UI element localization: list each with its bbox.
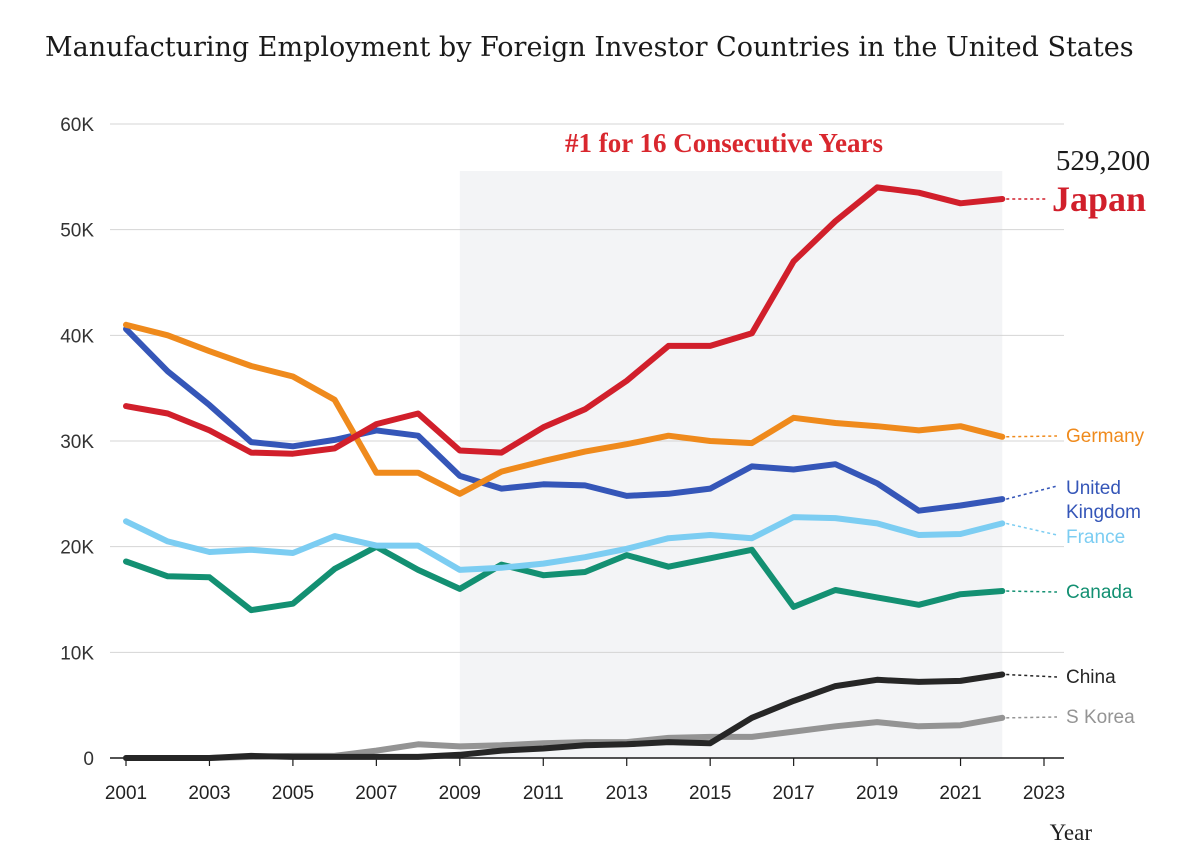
series-label-germany: Germany [1066, 426, 1145, 447]
series-label-united-kingdom: Kingdom [1066, 502, 1141, 523]
leader-canada [1006, 590, 1058, 593]
y-tick-label: 10K [60, 643, 94, 664]
series-label-china: China [1066, 667, 1116, 688]
x-tick-label: 2011 [523, 783, 564, 804]
x-tick-label: 2003 [188, 783, 230, 804]
series-line-germany [123, 321, 1006, 497]
y-axis: 0 10K 20K 30K 40K 50K 60K [60, 115, 1064, 770]
x-tick-label: 2013 [606, 783, 648, 804]
leader-germany [1006, 435, 1058, 438]
highlight-region [459, 171, 1003, 758]
leader-france [1006, 522, 1058, 536]
series-line-canada [123, 543, 1006, 614]
highlight-band [459, 171, 1003, 758]
label-leaders [1006, 198, 1058, 719]
series-line-japan [123, 184, 1006, 457]
y-tick-label: 20K [60, 538, 94, 559]
y-tick-label: 50K [60, 221, 94, 242]
x-tick-label: 2021 [939, 783, 981, 804]
leader-china [1006, 673, 1058, 678]
x-tick-label: 2001 [105, 783, 147, 804]
series-line-united-kingdom [123, 326, 1006, 514]
x-tick-label: 2005 [272, 783, 314, 804]
leader-s-korea [1006, 716, 1058, 719]
y-tick-label: 40K [60, 326, 94, 347]
series-label-united-kingdom: United [1066, 478, 1121, 499]
chart-title: Manufacturing Employment by Foreign Inve… [45, 32, 1134, 63]
series-label-japan: Japan [1052, 179, 1146, 219]
x-tick-label: 2009 [439, 783, 481, 804]
x-tick-label: 2015 [689, 783, 731, 804]
y-tick-label: 30K [60, 432, 94, 453]
series-line-france [123, 514, 1006, 573]
x-axis: 2001 2003 2005 2007 2009 2011 2013 2015 2017 2019… [105, 758, 1065, 804]
series-label-canada: Canada [1066, 582, 1133, 603]
series-lines [123, 184, 1006, 761]
highlight-annotation: #1 for 16 Consecutive Years [565, 128, 883, 158]
x-tick-label: 2007 [355, 783, 397, 804]
series-label-france: France [1066, 527, 1125, 548]
x-tick-label: 2017 [772, 783, 814, 804]
series-line-china [123, 671, 1006, 761]
x-axis-label: Year [1050, 820, 1093, 845]
x-tick-label: 2019 [856, 783, 898, 804]
y-tick-label: 60K [60, 115, 94, 136]
japan-end-value: 529,200 [1056, 145, 1150, 177]
series-label-s-korea: S Korea [1066, 707, 1135, 728]
leader-united-kingdom [1006, 485, 1058, 500]
x-tick-label: 2023 [1023, 783, 1065, 804]
series-labels: Japan Germany United Kingdom France Canada Chi… [1052, 179, 1146, 728]
y-tick-label: 0 [83, 749, 94, 770]
